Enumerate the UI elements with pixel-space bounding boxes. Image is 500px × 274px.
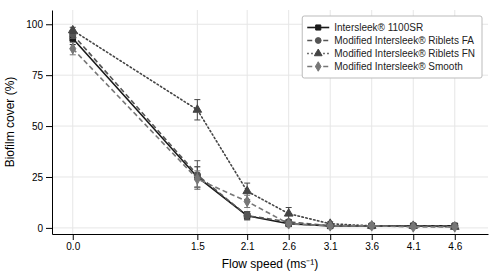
- x-tick: 3.6: [365, 234, 379, 252]
- y-axis: 0 25 50 75 100: [26, 11, 52, 235]
- point-marker: [286, 219, 292, 230]
- x-tick-label: 3.6: [365, 241, 379, 252]
- point-marker: [194, 174, 200, 185]
- x-tick: 2.1: [241, 234, 255, 252]
- error-bar: [194, 171, 200, 187]
- x-tick: 2.6: [282, 234, 296, 252]
- x-tick-mark: [330, 234, 331, 240]
- x-tick-label: 2.1: [241, 241, 255, 252]
- x-tick: 0.0: [66, 234, 80, 252]
- y-tick-mark: [46, 75, 52, 76]
- point-marker: [70, 43, 76, 54]
- y-tick: 75: [32, 70, 52, 81]
- legend-label: Modified Intersleek® Riblets FA: [334, 35, 474, 46]
- error-bar: [244, 195, 250, 207]
- point-marker: [68, 25, 77, 32]
- x-tick-label: 4.1: [407, 241, 421, 252]
- legend-marker: [314, 49, 322, 56]
- grid-line-y: [52, 126, 488, 127]
- point-marker: [244, 212, 250, 218]
- x-tick: 3.1: [324, 234, 338, 252]
- error-bar: [244, 212, 250, 220]
- point-marker: [369, 221, 375, 232]
- error-bar: [70, 43, 76, 55]
- y-tick-label: 100: [26, 19, 43, 30]
- legend-marker: [315, 38, 321, 44]
- y-tick: 0: [37, 223, 52, 234]
- legend-marker: [316, 25, 321, 30]
- y-tick-mark: [46, 24, 52, 25]
- x-tick: 4.6: [448, 234, 462, 252]
- point-marker: [410, 222, 416, 233]
- legend-label: Intersleek® 1100SR: [334, 22, 423, 33]
- chart: 0.0 1.5 2.1 2.6 3.1 3.6 4.1 4.6 0 25 50 75 100 Flow s…: [0, 0, 500, 274]
- point-marker: [243, 186, 252, 193]
- x-tick-mark: [197, 234, 198, 240]
- grid-line-y: [52, 176, 488, 177]
- x-tick: 1.5: [191, 234, 205, 252]
- grid-line-x: [288, 10, 289, 234]
- legend-box: [302, 16, 482, 78]
- y-tick-mark: [46, 126, 52, 127]
- legend-item: Modified Intersleek® Smooth: [307, 61, 463, 72]
- x-axis: 0.0 1.5 2.1 2.6 3.1 3.6 4.1 4.6: [53, 234, 489, 252]
- point-marker: [284, 209, 293, 216]
- x-axis-line: [53, 234, 489, 235]
- grid-line-x: [197, 10, 198, 234]
- x-tick-mark: [455, 234, 456, 240]
- x-tick-mark: [372, 234, 373, 240]
- point-marker: [244, 196, 250, 207]
- point-marker: [193, 105, 202, 112]
- legend-item: Intersleek® 1100SR: [307, 22, 423, 33]
- grid: [52, 10, 488, 234]
- y-axis-line: [52, 11, 53, 235]
- legend: Intersleek® 1100SR Modified Intersleek® R…: [302, 16, 482, 78]
- x-tick-label: 4.6: [448, 241, 462, 252]
- x-tick-label: 3.1: [324, 241, 338, 252]
- x-tick-mark: [247, 234, 248, 240]
- y-tick-mark: [46, 177, 52, 178]
- x-axis-title: Flow speed (ms⁻¹): [222, 257, 319, 271]
- legend-item: Modified Intersleek® Riblets FN: [307, 48, 475, 59]
- x-tick-mark: [413, 234, 414, 240]
- x-tick-label: 2.6: [282, 241, 296, 252]
- x-tick-label: 1.5: [191, 241, 205, 252]
- error-bar: [194, 161, 200, 190]
- point-marker: [244, 213, 250, 219]
- y-tick: 100: [26, 19, 52, 30]
- legend-marker: [315, 62, 320, 71]
- y-tick-label: 75: [32, 70, 44, 81]
- point-marker: [452, 222, 458, 233]
- y-tick: 50: [32, 121, 52, 132]
- legend-label: Modified Intersleek® Smooth: [334, 61, 463, 72]
- y-tick-label: 0: [37, 223, 43, 234]
- y-tick-label: 50: [32, 121, 44, 132]
- x-tick-mark: [73, 234, 74, 240]
- y-tick: 25: [32, 172, 52, 183]
- error-bar: [244, 212, 250, 220]
- y-tick-label: 25: [32, 172, 44, 183]
- x-tick: 4.1: [407, 234, 421, 252]
- y-axis-title: Biofilm cover (%): [3, 77, 17, 168]
- y-tick-mark: [46, 228, 52, 229]
- x-tick-mark: [289, 234, 290, 240]
- legend-label: Modified Intersleek® Riblets FN: [334, 48, 475, 59]
- point-marker: [327, 221, 333, 232]
- legend-item: Modified Intersleek® Riblets FA: [307, 35, 474, 46]
- x-tick-label: 0.0: [66, 241, 80, 252]
